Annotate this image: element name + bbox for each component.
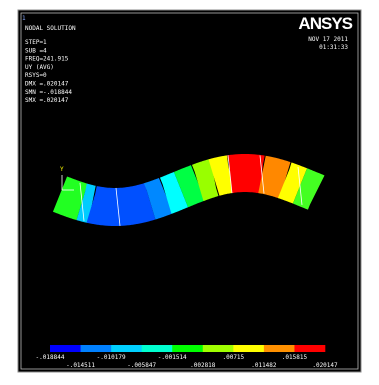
pipe-segment <box>181 183 198 190</box>
pipe-segment <box>150 196 166 202</box>
legend-swatch <box>203 345 234 352</box>
info-line: RSYS=0 <box>25 72 47 79</box>
pipe-segment <box>262 174 285 180</box>
info-line: UY (AVG) <box>25 64 54 71</box>
pipe-segment <box>92 201 150 207</box>
legend-label: -.001514 <box>158 354 187 361</box>
info-line: SUB =4 <box>25 47 47 54</box>
legend-swatch <box>233 345 264 352</box>
legend-swatch <box>50 345 81 352</box>
info-line: NODAL SOLUTION <box>25 25 76 32</box>
legend-swatch <box>294 345 325 352</box>
legend-label: .011482 <box>251 362 277 369</box>
info-line: STEP=1 <box>25 39 47 46</box>
pipe-segment <box>198 178 214 183</box>
time: 01:31:33 <box>319 44 348 51</box>
screenshot: 1 NODAL SOLUTION STEP=1SUB =4 FREQ=241.915… <box>0 0 379 381</box>
legend-swatch <box>81 345 112 352</box>
pipe-segment <box>214 174 230 178</box>
legend-label: -.014511 <box>66 362 95 369</box>
pipe-segment <box>230 173 262 174</box>
legend-label: .002818 <box>190 362 216 369</box>
pipe-segment <box>300 186 316 193</box>
legend-label: -.018844 <box>36 354 65 361</box>
pipe-segment <box>166 190 181 196</box>
legend-label: -.010179 <box>97 354 126 361</box>
info-line: DMX =.020147 <box>25 81 69 88</box>
info-line: FREQ=241.915 <box>25 56 69 63</box>
info-line: SMX =.020147 <box>25 97 69 104</box>
legend-swatch <box>172 345 203 352</box>
legend-label: .00715 <box>222 354 244 361</box>
pipe-segment <box>60 194 82 202</box>
pipe-segment <box>82 202 92 205</box>
legend-label: -.005847 <box>127 362 156 369</box>
legend-swatch <box>264 345 295 352</box>
legend-swatch <box>111 345 142 352</box>
date: NOV 17 2011 <box>308 36 348 43</box>
pipe-segment <box>285 180 300 186</box>
legend-label: .020147 <box>312 362 338 369</box>
info-line: SMN =-.018844 <box>25 89 72 96</box>
window-number: 1 <box>22 15 26 22</box>
legend-label: .015815 <box>282 354 308 361</box>
ansys-logo: ANSYS <box>298 14 352 33</box>
legend-swatch <box>142 345 173 352</box>
axis-label: Y <box>60 166 64 173</box>
